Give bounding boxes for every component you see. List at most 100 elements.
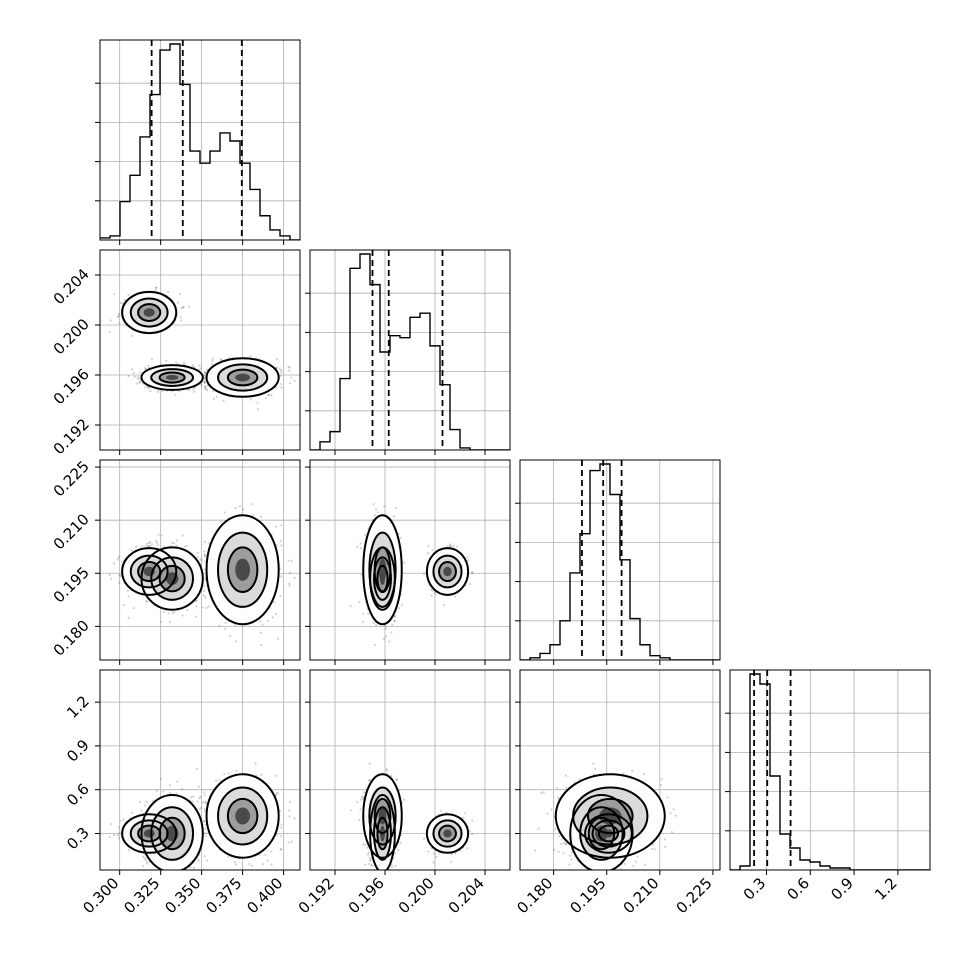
sample-point <box>109 319 113 322</box>
sample-point <box>137 375 140 379</box>
sample-point <box>242 508 245 511</box>
ytick-label-2: 0.200 <box>50 315 93 358</box>
sample-point <box>249 398 253 401</box>
sample-point <box>175 539 178 542</box>
sample-point <box>150 543 154 546</box>
sample-point <box>399 536 402 539</box>
sample-point <box>431 549 434 552</box>
sample-point <box>196 551 200 554</box>
sample-point <box>203 380 206 383</box>
sample-point <box>199 367 202 370</box>
sample-point <box>274 613 277 616</box>
sample-point <box>393 615 397 618</box>
ytick-label-0: 0.192 <box>50 415 93 458</box>
sample-point <box>453 595 457 598</box>
sample-point <box>160 534 163 537</box>
ytick-label-2: 0.210 <box>50 510 93 553</box>
contour-line-0 <box>205 357 280 398</box>
sample-point <box>205 606 208 609</box>
sample-point <box>268 393 271 397</box>
sample-point <box>118 573 121 577</box>
panel-1-1 <box>305 249 511 455</box>
sample-point <box>118 322 121 325</box>
sample-point <box>169 621 172 624</box>
sample-point <box>185 544 188 548</box>
panel-frame <box>309 249 511 451</box>
sample-point <box>427 545 430 548</box>
sample-point <box>175 544 178 547</box>
sample-point <box>279 595 282 598</box>
sample-point <box>147 541 151 544</box>
sample-point <box>400 603 403 606</box>
sample-point <box>260 515 263 518</box>
sample-point <box>155 286 158 289</box>
ytick-label-3: 0.204 <box>50 265 93 308</box>
sample-point <box>171 611 174 614</box>
sample-point <box>293 379 296 382</box>
sample-point <box>204 596 207 599</box>
sample-point <box>203 370 206 373</box>
sample-point <box>149 541 152 544</box>
sample-point <box>252 514 255 517</box>
sample-point <box>279 539 282 542</box>
sample-point <box>290 559 293 563</box>
sample-point <box>150 358 154 361</box>
sample-point <box>203 372 207 375</box>
sample-point <box>203 568 206 571</box>
sample-point <box>256 401 259 404</box>
sample-point <box>212 397 216 400</box>
contour-line-2 <box>137 560 162 583</box>
sample-point <box>178 292 182 296</box>
sample-point <box>288 571 292 575</box>
sample-point <box>288 382 292 385</box>
sample-point <box>261 623 264 626</box>
sample-point <box>141 545 144 548</box>
sample-point <box>147 364 150 367</box>
sample-point <box>273 601 276 604</box>
sample-point <box>192 388 195 391</box>
sample-point <box>186 608 189 612</box>
sample-point <box>238 505 242 508</box>
sample-point <box>373 514 377 517</box>
sample-point <box>200 384 203 387</box>
contour-line-0 <box>140 364 204 391</box>
sample-point <box>279 375 282 378</box>
sample-point <box>223 627 227 630</box>
sample-point <box>181 534 184 537</box>
sample-point <box>130 368 134 371</box>
sample-point <box>112 293 116 296</box>
sample-point <box>135 545 138 548</box>
sample-point <box>280 369 283 372</box>
sample-point <box>145 542 149 546</box>
sample-point <box>203 540 206 543</box>
sample-point <box>471 571 474 574</box>
sample-point <box>149 544 152 548</box>
sample-point <box>288 366 291 369</box>
sample-point <box>203 554 206 557</box>
sample-point <box>127 294 130 297</box>
sample-point <box>373 643 376 647</box>
sample-point <box>375 508 378 511</box>
density-level-3 <box>235 558 251 581</box>
sample-point <box>278 367 281 370</box>
sample-point <box>117 312 121 316</box>
contour-line-1 <box>129 297 169 328</box>
sample-point <box>471 571 474 575</box>
sample-point <box>452 545 455 548</box>
sample-point <box>117 555 121 559</box>
sample-point <box>206 388 209 392</box>
sample-point <box>205 368 209 372</box>
density-level-3 <box>235 373 251 382</box>
sample-point <box>183 361 186 364</box>
sample-point <box>176 301 180 304</box>
sample-point <box>146 386 150 389</box>
sample-point <box>446 544 449 548</box>
sample-point <box>108 573 111 576</box>
sample-point <box>130 549 133 552</box>
panel-frame <box>99 459 301 661</box>
density-contours <box>121 514 280 626</box>
sample-point <box>402 561 406 564</box>
sample-point <box>280 544 283 547</box>
